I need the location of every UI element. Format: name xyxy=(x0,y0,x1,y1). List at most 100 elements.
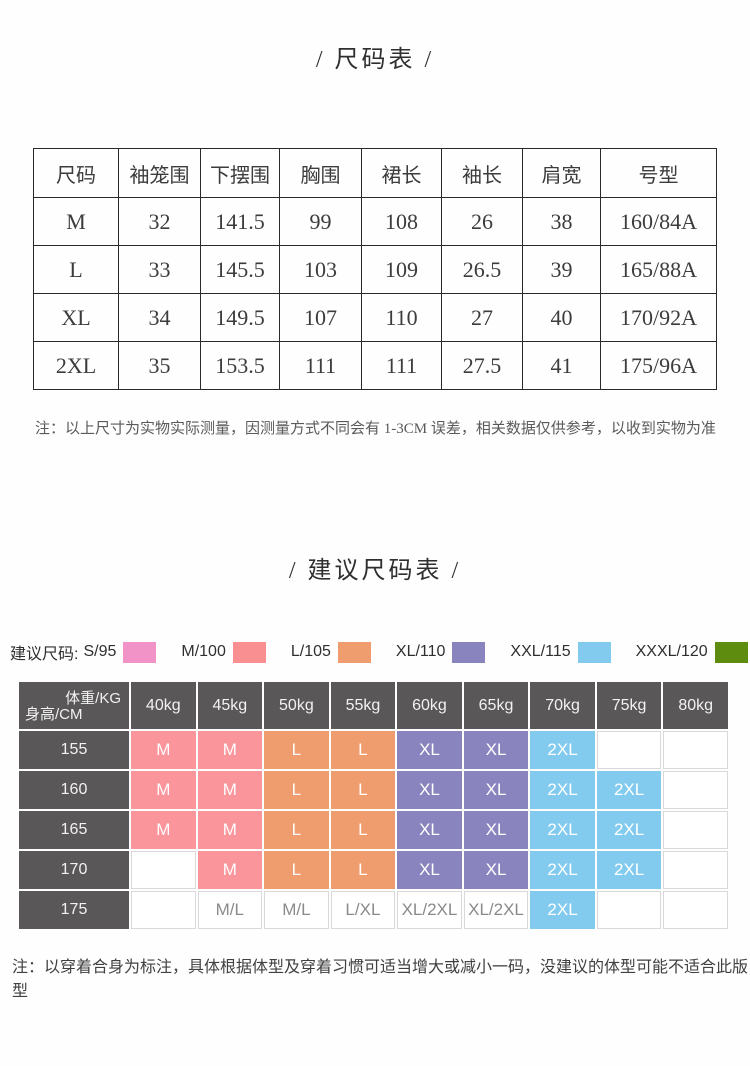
weight-header-cell: 75kg xyxy=(596,682,662,729)
suggestion-cell xyxy=(663,811,728,849)
size-table-cell: 27 xyxy=(441,293,523,342)
suggestion-cell: 2XL xyxy=(596,851,662,889)
size-table-cell: 160/84A xyxy=(600,197,717,246)
suggestion-cell: 2XL xyxy=(596,811,662,849)
legend-item: M/100 xyxy=(181,641,266,663)
suggestion-cell: M xyxy=(131,731,196,769)
size-table-cell: 27.5 xyxy=(441,341,523,390)
suggestion-cell xyxy=(663,891,728,929)
suggestion-cell: XL xyxy=(397,731,462,769)
weight-header-cell: 40kg xyxy=(131,682,196,729)
size-table-header-cell: 下摆围 xyxy=(200,148,280,198)
suggestion-cell: M/L xyxy=(197,891,263,929)
legend-item-label: M/100 xyxy=(181,643,226,660)
suggestion-cell: 2XL xyxy=(530,771,595,809)
suggestion-cell: L xyxy=(264,851,329,889)
suggestion-cell: XL xyxy=(463,771,529,809)
corner-weight-label: 体重/KG xyxy=(65,690,121,707)
size-table-cell: 141.5 xyxy=(200,197,280,246)
legend-item: L/105 xyxy=(290,641,371,663)
suggestion-table-row: 170 M L L XL XL 2XL 2XL xyxy=(19,851,728,889)
suggestion-cell: 2XL xyxy=(530,891,595,929)
suggestion-cell: M xyxy=(197,851,263,889)
legend-prefix: 建议尺码: xyxy=(10,646,79,663)
weight-header-cell: 50kg xyxy=(264,682,329,729)
suggestion-cell: XL xyxy=(463,731,529,769)
height-label-cell: 160 xyxy=(19,771,129,809)
corner-height-label: 身高/CM xyxy=(25,706,83,723)
size-table-header-cell: 肩宽 xyxy=(522,148,601,198)
suggestion-cell: M xyxy=(197,811,263,849)
suggestion-cell: L/XL xyxy=(330,891,396,929)
size-table-cell: 103 xyxy=(279,245,362,294)
size-table-cell: 110 xyxy=(361,293,442,342)
weight-header-cell: 60kg xyxy=(397,682,462,729)
legend-item-label: XXL/115 xyxy=(510,643,571,660)
suggestion-cell: 2XL xyxy=(530,731,595,769)
suggestion-cell: M xyxy=(131,771,196,809)
legend-items: S/95 M/100 L/105 XL/110 XXL/115 XXXL/120 xyxy=(83,641,750,663)
legend-item-label: XL/110 xyxy=(395,643,446,660)
weight-header-cell: 70kg xyxy=(530,682,595,729)
height-label-cell: 165 xyxy=(19,811,129,849)
height-label-cell: 170 xyxy=(19,851,129,889)
suggestion-table-row: 175 M/L M/L L/XL XL/2XL XL/2XL 2XL xyxy=(19,891,728,929)
suggestion-table-header-row: 体重/KG 身高/CM 40kg 45kg 50kg 55kg 60kg 65kg 70kg… xyxy=(19,682,728,729)
size-table-cell: 108 xyxy=(361,197,442,246)
size-table-header-cell: 号型 xyxy=(600,148,717,198)
suggestion-cell: L xyxy=(264,731,329,769)
suggestion-cell xyxy=(596,731,662,769)
size-legend: 建议尺码: S/95 M/100 L/105 XL/110 XXL/115 XXXL/12… xyxy=(10,640,750,664)
size-table-header-cell: 尺码 xyxy=(33,148,119,198)
size-table-cell: 153.5 xyxy=(200,341,280,390)
legend-item-label: L/105 xyxy=(290,643,331,660)
suggestion-table-row: 155 M M L L XL XL 2XL xyxy=(19,731,728,769)
suggestion-cell xyxy=(131,891,196,929)
legend-color-swatch xyxy=(577,641,611,663)
weight-header-cell: 45kg xyxy=(197,682,263,729)
legend-color-swatch xyxy=(123,641,157,663)
size-table-cell: 175/96A xyxy=(600,341,717,390)
suggestion-cell xyxy=(131,851,196,889)
suggestion-table-row: 165 M M L L XL XL 2XL 2XL xyxy=(19,811,728,849)
size-table-cell: 34 xyxy=(118,293,201,342)
suggestion-cell: XL xyxy=(463,851,529,889)
size-table: 尺码 袖笼围 下摆围 胸围 裙长 袖长 肩宽 号型 M 32 141.5 99 108 26 38 160/… xyxy=(33,148,717,390)
size-table-cell: 2XL xyxy=(33,341,119,390)
size-table-cell: 99 xyxy=(279,197,362,246)
suggestion-cell: M xyxy=(197,771,263,809)
suggestion-cell: XL xyxy=(397,771,462,809)
suggestion-cell: XL xyxy=(397,851,462,889)
size-table-row: 2XL 35 153.5 111 111 27.5 41 175/96A xyxy=(33,341,717,390)
legend-item-label: S/95 xyxy=(83,643,117,660)
suggestion-cell xyxy=(663,731,728,769)
weight-header-cell: 65kg xyxy=(463,682,529,729)
size-table-body: M 32 141.5 99 108 26 38 160/84A L 33 145.5 103 109 26… xyxy=(33,197,717,390)
suggestion-cell xyxy=(663,771,728,809)
suggestion-cell: L xyxy=(264,811,329,849)
suggestion-cell: M/L xyxy=(264,891,329,929)
legend-item: XXL/115 xyxy=(510,641,611,663)
suggestion-cell: 2XL xyxy=(530,811,595,849)
legend-color-swatch xyxy=(452,641,486,663)
legend-color-swatch xyxy=(232,641,266,663)
size-table-header-cell: 袖笼围 xyxy=(118,148,201,198)
size-table-cell: 165/88A xyxy=(600,245,717,294)
suggestion-cell: 2XL xyxy=(530,851,595,889)
suggestion-cell xyxy=(596,891,662,929)
size-table-cell: 39 xyxy=(522,245,601,294)
size-table-cell: 40 xyxy=(522,293,601,342)
legend-color-swatch xyxy=(714,641,748,663)
measurement-note: 注：以上尺寸为实物实际测量，因测量方式不同会有 1-3CM 误差，相关数据仅供参… xyxy=(35,421,716,437)
height-label-cell: 175 xyxy=(19,891,129,929)
suggestion-cell xyxy=(663,851,728,889)
suggestion-cell: L xyxy=(264,771,329,809)
legend-item-label: XXXL/120 xyxy=(635,643,708,660)
size-table-row: L 33 145.5 103 109 26.5 39 165/88A xyxy=(33,245,717,294)
suggestion-cell: L xyxy=(330,811,396,849)
legend-item: XL/110 xyxy=(395,641,486,663)
size-table-cell: 35 xyxy=(118,341,201,390)
size-table-header-row: 尺码 袖笼围 下摆围 胸围 裙长 袖长 肩宽 号型 xyxy=(33,148,717,198)
suggestion-cell: 2XL xyxy=(596,771,662,809)
